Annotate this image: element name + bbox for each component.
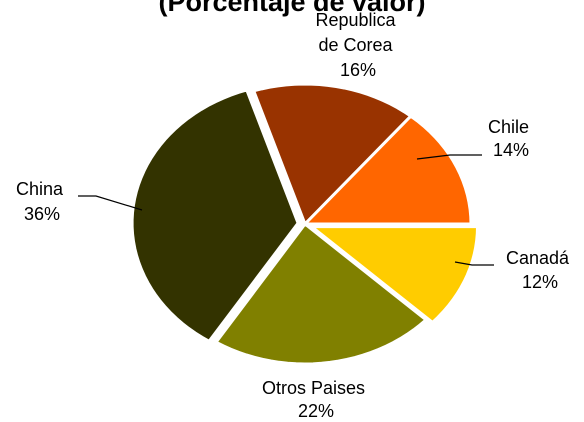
value-label-otros-paises: 22% xyxy=(298,401,334,421)
pie-slice-otros-paises xyxy=(214,222,428,366)
label-china-name: China xyxy=(16,179,64,199)
pie-slices xyxy=(130,82,480,366)
label-canada: Canadá 12% xyxy=(506,248,574,292)
label-otros-paises-name: Otros Paises xyxy=(262,378,365,398)
value-label-republica-de-corea: 16% xyxy=(340,60,376,80)
label-chile-name: Chile xyxy=(488,117,529,137)
label-otros-paises: Otros Paises 22% xyxy=(262,378,370,421)
label-republica-line1: Republica xyxy=(315,10,396,30)
label-chile: Chile 14% xyxy=(488,117,534,160)
pie-slice-china xyxy=(130,88,300,343)
leader-line-chile xyxy=(416,154,482,160)
label-china: China 36% xyxy=(16,179,68,224)
value-label-canada: 12% xyxy=(522,272,558,292)
chart-title: (Porcentaje de valor) xyxy=(158,0,425,17)
pie-slice-republica-de-corea xyxy=(252,82,413,226)
pie-slice-canada xyxy=(310,225,480,324)
label-canada-name: Canadá xyxy=(506,248,570,268)
value-label-china: 36% xyxy=(24,204,60,224)
leader-line-china xyxy=(78,195,143,211)
leader-line-canada xyxy=(454,261,494,266)
label-republica-de-corea: Republica de Corea 16% xyxy=(315,10,400,80)
pie-slice-chile xyxy=(303,114,473,226)
label-republica-line2: de Corea xyxy=(318,35,393,55)
value-label-chile: 14% xyxy=(493,140,529,160)
